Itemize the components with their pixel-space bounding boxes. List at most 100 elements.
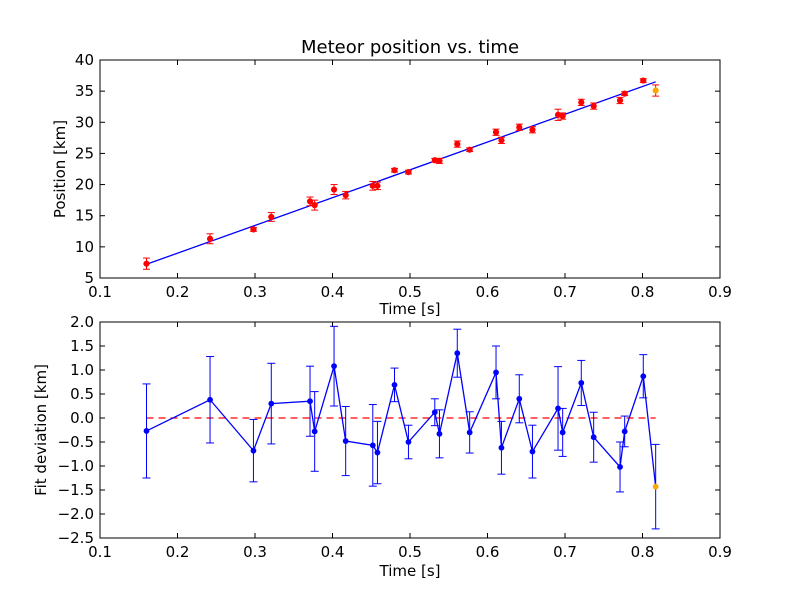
data-point xyxy=(405,439,412,445)
data-point xyxy=(143,428,150,434)
data-point xyxy=(590,434,597,441)
fit-deviation-chart-y-tick-label: 2.0 xyxy=(70,313,94,331)
fit-deviation-chart-x-tick-label: 0.4 xyxy=(321,543,345,561)
fit-deviation-chart-y-tick-label: 0.5 xyxy=(70,385,94,403)
data-point xyxy=(391,167,398,174)
fit-deviation-chart-x-axis-label: Time [s] xyxy=(379,562,441,580)
data-point xyxy=(331,363,337,370)
position-chart-x-tick-label: 0.9 xyxy=(708,283,732,301)
position-chart-y-tick-label: 30 xyxy=(75,113,94,131)
position-chart-y-tick-label: 5 xyxy=(84,269,94,287)
data-point xyxy=(559,112,566,120)
fit-deviation-chart-y-tick-label: −2.0 xyxy=(58,505,94,523)
fit-line xyxy=(146,81,656,265)
data-point xyxy=(436,157,443,165)
data-point xyxy=(250,226,257,233)
position-chart-y-tick-label: 35 xyxy=(75,82,94,100)
data-point xyxy=(207,396,213,403)
position-chart-x-tick-label: 0.7 xyxy=(553,283,577,301)
data-point xyxy=(466,146,473,153)
fit-deviation-chart-x-tick-label: 0.2 xyxy=(166,543,190,561)
fit-deviation-chart-x-tick-label: 0.5 xyxy=(398,543,422,561)
data-point xyxy=(454,140,461,148)
data-point xyxy=(498,137,505,144)
data-point xyxy=(374,449,381,456)
position-chart-x-tick-label: 0.5 xyxy=(398,283,422,301)
position-chart-x-tick-label: 0.8 xyxy=(631,283,655,301)
position-chart-x-tick-label: 0.6 xyxy=(476,283,500,301)
position-chart-data xyxy=(143,77,660,270)
data-point xyxy=(621,428,628,435)
fit-deviation-chart-y-tick-label: 1.5 xyxy=(70,337,94,355)
fit-deviation-chart-y-tick-label: −2.5 xyxy=(58,529,94,547)
position-chart-x-tick-label: 0.3 xyxy=(243,283,267,301)
position-chart-y-axis-label: Position [km] xyxy=(51,120,69,218)
data-point xyxy=(559,429,566,436)
data-point xyxy=(617,464,623,470)
data-point xyxy=(516,124,523,131)
position-chart-x-axis-label: Time [s] xyxy=(379,300,441,318)
fit-deviation-chart-x-tick-label: 0.7 xyxy=(553,543,577,561)
data-point xyxy=(493,369,499,376)
deviation-series-line xyxy=(146,353,657,487)
data-point xyxy=(311,202,318,209)
data-point xyxy=(516,395,523,402)
data-point xyxy=(374,182,381,189)
data-point xyxy=(454,350,461,357)
data-point xyxy=(268,400,275,407)
data-point xyxy=(143,260,150,267)
data-point xyxy=(652,483,659,490)
data-point xyxy=(268,213,275,221)
fit-deviation-chart-x-tick-label: 0.1 xyxy=(88,543,112,561)
position-chart-y-tick-label: 25 xyxy=(75,144,94,162)
position-chart-title: Meteor position vs. time xyxy=(301,37,519,58)
data-point xyxy=(405,169,412,176)
data-point xyxy=(466,429,473,436)
position-chart-x-tick-label: 0.2 xyxy=(166,283,190,301)
data-point xyxy=(529,126,536,133)
data-point xyxy=(590,102,597,110)
fit-deviation-chart-y-ticks: −2.5 −2.0 −1.5 −1.0 −0.5 0.0 0.5 1.0 1.5 2.0 xyxy=(58,313,720,547)
data-point xyxy=(621,90,628,97)
data-point xyxy=(307,398,313,405)
fit-deviation-chart-y-tick-label: 0.0 xyxy=(70,409,94,427)
position-chart-x-tick-label: 0.1 xyxy=(88,283,112,301)
fit-deviation-chart-y-tick-label: −1.5 xyxy=(58,481,94,499)
data-point xyxy=(342,192,349,199)
data-point xyxy=(492,129,500,136)
data-point xyxy=(616,97,624,104)
data-point xyxy=(498,444,505,451)
fit-deviation-chart-y-axis-label: Fit deviation [km] xyxy=(32,364,50,496)
data-point xyxy=(652,87,659,94)
position-chart-y-tick-label: 15 xyxy=(75,207,94,225)
position-chart-y-tick-label: 10 xyxy=(75,238,94,256)
data-point xyxy=(306,198,314,205)
data-point xyxy=(311,428,318,435)
position-chart-y-ticks: 5 10 15 20 25 30 35 40 xyxy=(75,51,720,287)
fit-deviation-chart: 0.1 0.2 0.3 0.4 0.5 0.6 0.7 0.8 0.9 −2.5 −2.0 −1.5… xyxy=(32,313,732,580)
data-point xyxy=(206,235,214,242)
data-point xyxy=(330,186,338,193)
fit-deviation-chart-y-tick-label: 1.0 xyxy=(70,361,94,379)
fit-deviation-chart-y-tick-label: −1.0 xyxy=(58,457,94,475)
data-point xyxy=(436,430,443,437)
data-point xyxy=(391,381,398,388)
position-chart-x-tick-label: 0.4 xyxy=(321,283,345,301)
fit-deviation-chart-x-tick-label: 0.8 xyxy=(631,543,655,561)
data-point xyxy=(529,448,536,455)
fit-deviation-chart-data xyxy=(142,325,660,530)
data-point xyxy=(640,373,647,380)
data-point xyxy=(342,438,349,444)
position-chart-y-tick-label: 40 xyxy=(75,51,94,69)
data-point xyxy=(578,380,585,386)
position-chart-y-tick-label: 20 xyxy=(75,176,94,194)
position-chart-x-ticks: 0.1 0.2 0.3 0.4 0.5 0.6 0.7 0.8 0.9 xyxy=(88,60,732,301)
fit-deviation-chart-y-tick-label: −0.5 xyxy=(58,433,94,451)
data-point xyxy=(640,77,647,84)
fit-deviation-chart-x-tick-label: 0.6 xyxy=(476,543,500,561)
fit-deviation-chart-x-tick-label: 0.3 xyxy=(243,543,267,561)
data-point xyxy=(431,409,438,416)
data-point xyxy=(369,442,376,449)
